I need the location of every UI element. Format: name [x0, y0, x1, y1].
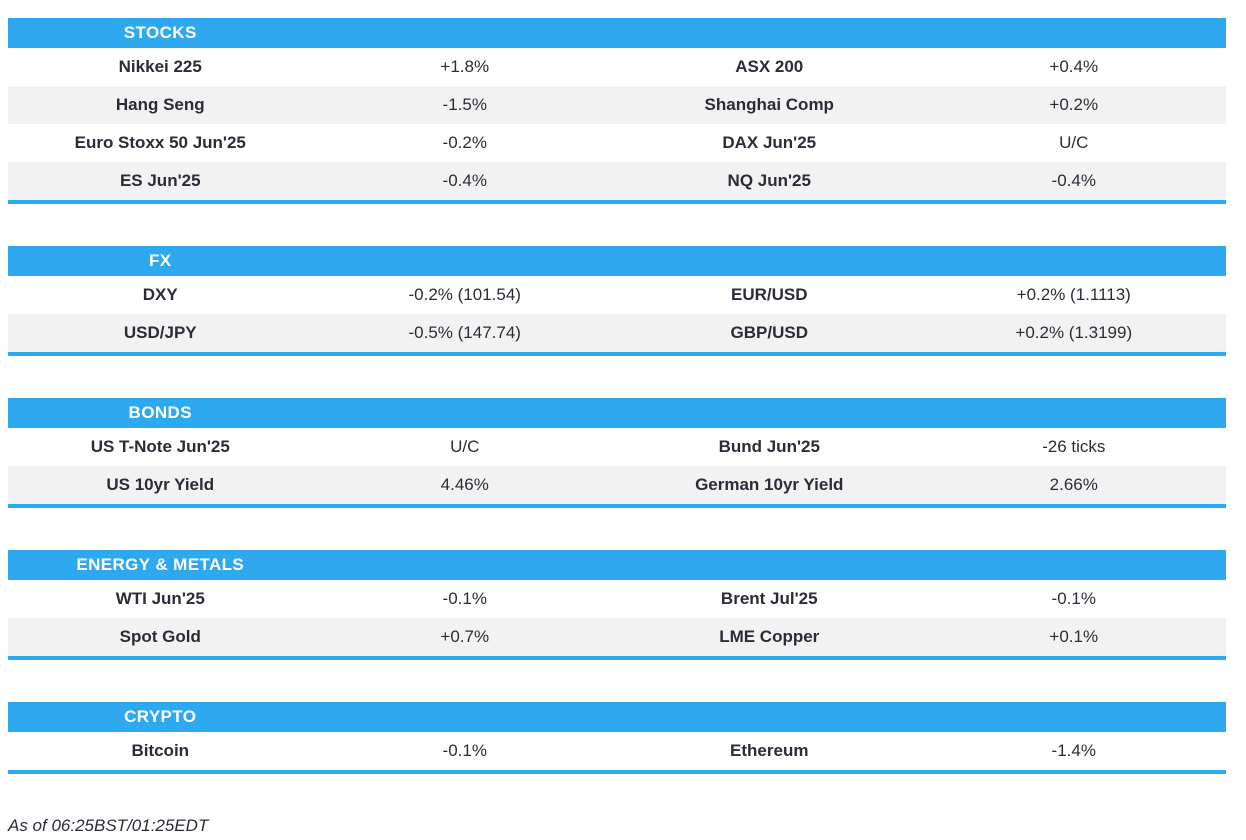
section-rows: Bitcoin -0.1% Ethereum -1.4%: [8, 732, 1226, 770]
section-rows: Nikkei 225 +1.8% ASX 200 +0.4% Hang Seng…: [8, 48, 1226, 200]
table-row: Nikkei 225 +1.8% ASX 200 +0.4%: [8, 48, 1226, 86]
change-value: -0.5% (147.74): [408, 323, 521, 342]
section-title: CRYPTO: [124, 707, 197, 726]
section-header: CRYPTO: [8, 702, 1226, 732]
change-value: +0.2%: [1049, 95, 1099, 114]
table-row: DXY -0.2% (101.54) EUR/USD +0.2% (1.1113…: [8, 276, 1226, 314]
change-value: +1.8%: [440, 57, 490, 76]
section-title: ENERGY & METALS: [76, 555, 245, 574]
instrument-label: ASX 200: [735, 57, 804, 76]
instrument-label: WTI Jun'25: [115, 589, 205, 608]
instrument-label: US 10yr Yield: [106, 475, 215, 494]
instrument-label: Shanghai Comp: [704, 95, 834, 114]
section-header: BONDS: [8, 398, 1226, 428]
section-rows: DXY -0.2% (101.54) EUR/USD +0.2% (1.1113…: [8, 276, 1226, 352]
change-value: -1.5%: [442, 95, 487, 114]
change-value: 2.66%: [1049, 475, 1098, 494]
table-row: ES Jun'25 -0.4% NQ Jun'25 -0.4%: [8, 162, 1226, 200]
change-value: 4.46%: [440, 475, 489, 494]
instrument-label: Ethereum: [730, 741, 809, 760]
change-value: +0.2% (1.1113): [1016, 285, 1131, 304]
table-row: Hang Seng -1.5% Shanghai Comp +0.2%: [8, 86, 1226, 124]
change-value: -0.2% (101.54): [408, 285, 521, 304]
change-value: -26 ticks: [1042, 437, 1106, 456]
instrument-label: EUR/USD: [730, 285, 808, 304]
change-value: -0.1%: [1051, 589, 1096, 608]
change-value: -0.2%: [442, 133, 487, 152]
instrument-label: LME Copper: [719, 627, 820, 646]
change-value: U/C: [450, 437, 480, 456]
change-value: -0.1%: [442, 741, 487, 760]
instrument-label: DXY: [142, 285, 178, 304]
table-row: Euro Stoxx 50 Jun'25 -0.2% DAX Jun'25 U/…: [8, 124, 1226, 162]
section-energy-metals: ENERGY & METALS WTI Jun'25 -0.1% Brent J…: [8, 550, 1226, 660]
table-row: Spot Gold +0.7% LME Copper +0.1%: [8, 618, 1226, 656]
instrument-label: Bund Jun'25: [718, 437, 820, 456]
table-row: USD/JPY -0.5% (147.74) GBP/USD +0.2% (1.…: [8, 314, 1226, 352]
section-bonds: BONDS US T-Note Jun'25 U/C Bund Jun'25 -…: [8, 398, 1226, 508]
section-title: BONDS: [128, 403, 192, 422]
instrument-label: NQ Jun'25: [727, 171, 811, 190]
table-row: US T-Note Jun'25 U/C Bund Jun'25 -26 tic…: [8, 428, 1226, 466]
change-value: +0.1%: [1049, 627, 1099, 646]
change-value: U/C: [1059, 133, 1089, 152]
instrument-label: US T-Note Jun'25: [90, 437, 230, 456]
section-stocks: STOCKS Nikkei 225 +1.8% ASX 200 +0.4% Ha…: [8, 18, 1226, 204]
instrument-label: Brent Jul'25: [720, 589, 818, 608]
change-value: -0.4%: [442, 171, 487, 190]
instrument-label: Spot Gold: [119, 627, 201, 646]
instrument-label: German 10yr Yield: [695, 475, 844, 494]
table-row: US 10yr Yield 4.46% German 10yr Yield 2.…: [8, 466, 1226, 504]
instrument-label: Euro Stoxx 50 Jun'25: [74, 133, 246, 152]
table-row: WTI Jun'25 -0.1% Brent Jul'25 -0.1%: [8, 580, 1226, 618]
change-value: -0.1%: [442, 589, 487, 608]
instrument-label: Bitcoin: [131, 741, 190, 760]
instrument-label: Nikkei 225: [118, 57, 202, 76]
instrument-label: USD/JPY: [123, 323, 197, 342]
change-value: +0.7%: [440, 627, 490, 646]
change-value: +0.4%: [1049, 57, 1099, 76]
change-value: +0.2% (1.3199): [1015, 323, 1133, 342]
change-value: -1.4%: [1051, 741, 1096, 760]
section-rows: US T-Note Jun'25 U/C Bund Jun'25 -26 tic…: [8, 428, 1226, 504]
instrument-label: Hang Seng: [115, 95, 205, 114]
change-value: -0.4%: [1051, 171, 1096, 190]
section-title: STOCKS: [123, 23, 197, 42]
section-fx: FX DXY -0.2% (101.54) EUR/USD +0.2% (1.1…: [8, 246, 1226, 356]
section-header: FX: [8, 246, 1226, 276]
instrument-label: GBP/USD: [730, 323, 808, 342]
section-title: FX: [148, 251, 172, 270]
section-header: ENERGY & METALS: [8, 550, 1226, 580]
section-crypto: CRYPTO Bitcoin -0.1% Ethereum -1.4%: [8, 702, 1226, 774]
section-header: STOCKS: [8, 18, 1226, 48]
section-rows: WTI Jun'25 -0.1% Brent Jul'25 -0.1% Spot…: [8, 580, 1226, 656]
instrument-label: ES Jun'25: [119, 171, 201, 190]
table-row: Bitcoin -0.1% Ethereum -1.4%: [8, 732, 1226, 770]
instrument-label: DAX Jun'25: [722, 133, 817, 152]
as-of-timestamp: As of 06:25BST/01:25EDT: [8, 816, 209, 835]
